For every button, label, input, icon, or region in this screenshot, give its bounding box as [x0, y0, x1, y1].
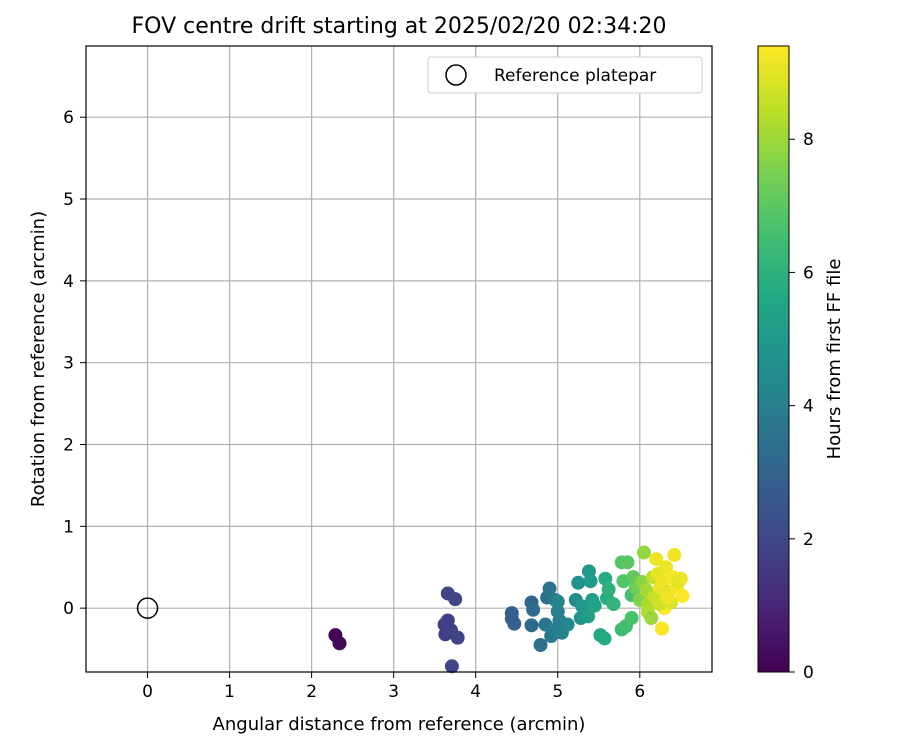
- data-point-29: [571, 575, 586, 590]
- data-point-39: [598, 571, 613, 586]
- x-tick-label-0: 0: [142, 682, 153, 702]
- data-point-15: [526, 602, 541, 617]
- colorbar: 0 2 4 6 8 Hours from first FF file: [757, 45, 845, 683]
- data-point-58: [644, 610, 659, 625]
- data-point-51: [624, 610, 639, 625]
- x-tick-label-3: 3: [388, 682, 399, 702]
- data-point-42: [606, 597, 621, 612]
- chart-title: FOV centre drift starting at 2025/02/20 …: [132, 14, 667, 39]
- legend: Reference platepar: [427, 56, 703, 94]
- data-point-6: [450, 630, 465, 645]
- data-point-1: [332, 636, 347, 651]
- data-point-74: [673, 571, 688, 586]
- data-point-77: [659, 590, 674, 605]
- y-axis-label: Rotation from reference (arcmin): [28, 211, 49, 507]
- data-point-18: [542, 581, 557, 596]
- data-point-71: [667, 547, 682, 562]
- reference-marker-group: [136, 597, 159, 619]
- plot-background: [86, 46, 712, 672]
- x-axis-ticks: 0 1 2 3 4 5 6: [142, 672, 645, 702]
- x-tick-label-6: 6: [634, 682, 645, 702]
- x-tick-label-5: 5: [552, 682, 563, 702]
- y-tick-label-2: 2: [63, 436, 74, 456]
- data-point-12: [504, 611, 519, 626]
- data-point-36: [587, 598, 602, 613]
- data-point-14: [524, 618, 539, 633]
- legend-box: [427, 56, 703, 94]
- data-point-46: [620, 555, 635, 570]
- y-axis-ticks: 0 1 2 3 4 5 6: [63, 108, 86, 619]
- colorbar-tick-label-0: 0: [803, 663, 814, 683]
- colorbar-tick-label-3: 6: [803, 263, 814, 283]
- data-point-61: [649, 552, 664, 567]
- colorbar-label: Hours from first FF file: [824, 259, 845, 460]
- data-point-41: [601, 582, 616, 597]
- data-point-16: [533, 637, 548, 652]
- y-tick-label-4: 4: [63, 272, 74, 292]
- data-points: [328, 545, 690, 674]
- plot-frame: [85, 45, 713, 673]
- data-point-27: [560, 617, 575, 632]
- reference-platepar-marker: [136, 597, 159, 619]
- x-tick-label-1: 1: [224, 682, 235, 702]
- data-point-33: [583, 574, 598, 589]
- colorbar-gradient: [757, 45, 790, 673]
- y-tick-label-5: 5: [63, 190, 74, 210]
- data-point-8: [448, 592, 463, 607]
- legend-marker-reference: [445, 64, 467, 86]
- data-point-38: [597, 631, 612, 646]
- data-point-64: [654, 621, 669, 636]
- y-tick-label-3: 3: [63, 354, 74, 374]
- data-point-34: [581, 609, 596, 624]
- data-point-67: [659, 560, 674, 575]
- x-tick-label-2: 2: [306, 682, 317, 702]
- y-tick-label-0: 0: [63, 599, 74, 619]
- data-point-54: [636, 545, 651, 560]
- y-tick-label-1: 1: [63, 517, 74, 537]
- data-point-26: [550, 594, 565, 609]
- x-tick-label-4: 4: [470, 682, 481, 702]
- plot-area: [85, 45, 713, 674]
- data-point-75: [675, 588, 690, 603]
- colorbar-ticks: 0 2 4 6 8: [789, 130, 814, 683]
- x-axis-label: Angular distance from reference (arcmin): [213, 714, 586, 735]
- colorbar-tick-label-1: 2: [803, 530, 814, 550]
- colorbar-tick-label-2: 4: [803, 397, 814, 417]
- grid: [86, 46, 712, 672]
- legend-label-reference: Reference platepar: [494, 66, 656, 86]
- colorbar-tick-label-4: 8: [803, 130, 814, 150]
- data-point-9: [444, 659, 459, 674]
- y-tick-label-6: 6: [63, 108, 74, 128]
